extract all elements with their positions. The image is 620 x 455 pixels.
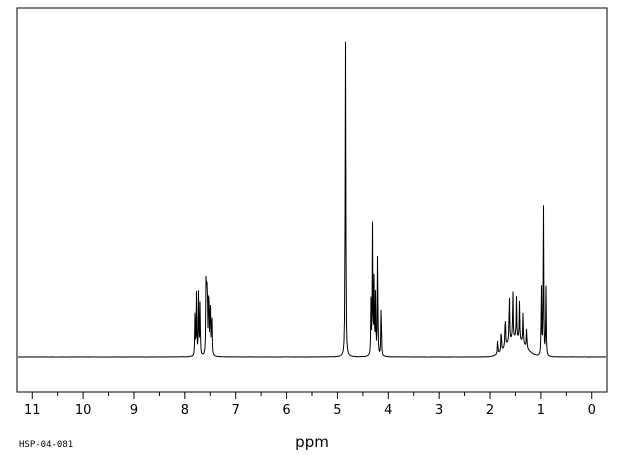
- x-tick-label: 4: [384, 403, 392, 418]
- x-tick-label: 9: [130, 403, 138, 418]
- x-tick-label: 5: [333, 403, 341, 418]
- x-tick-label: 11: [24, 403, 41, 418]
- x-tick-label: 10: [75, 403, 92, 418]
- x-tick-label: 6: [282, 403, 290, 418]
- spectrum-line: [18, 41, 607, 358]
- sample-id-label: HSP-04-081: [19, 440, 73, 450]
- x-tick-label: 7: [232, 403, 240, 418]
- x-tick-label: 3: [435, 403, 443, 418]
- x-tick-label: 0: [588, 403, 596, 418]
- x-axis-title: ppm: [295, 433, 329, 451]
- x-tick-label: 2: [486, 403, 494, 418]
- x-tick-label: 8: [181, 403, 189, 418]
- x-axis: 11 10 9 8 7 6 5 4 3 2 1 0: [24, 392, 596, 418]
- x-tick-label: 1: [537, 403, 545, 418]
